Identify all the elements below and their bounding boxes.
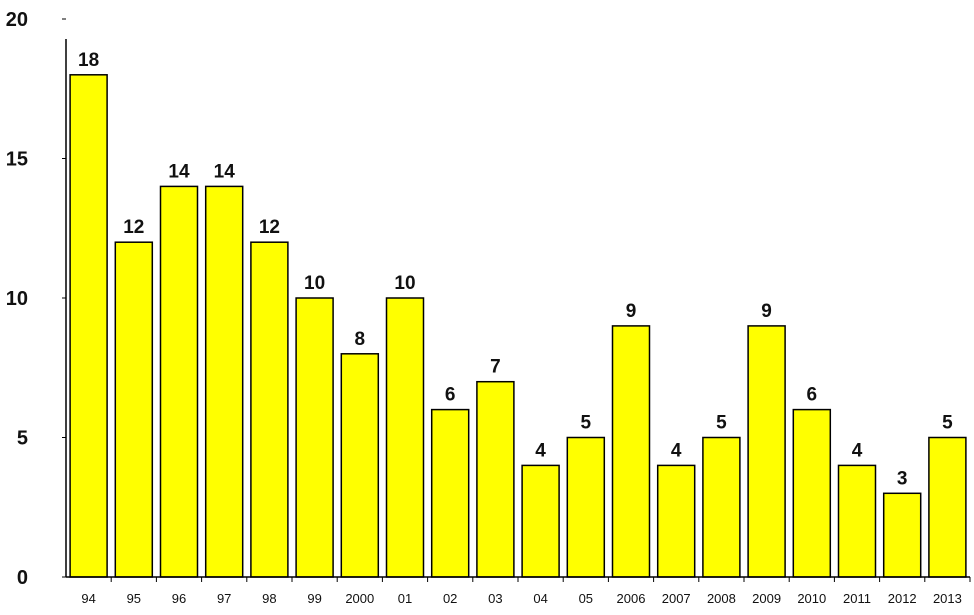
bar — [114, 241, 154, 578]
bar — [476, 380, 515, 578]
bar-value-label: 4 — [852, 440, 863, 461]
bar — [792, 408, 832, 578]
bar — [340, 353, 380, 578]
x-tick-label: 04 — [533, 591, 547, 606]
bar-value-label: 8 — [355, 329, 366, 350]
bar — [250, 241, 289, 578]
x-tick-label: 02 — [443, 591, 457, 606]
bar-value-label: 18 — [78, 50, 99, 71]
bar — [611, 325, 651, 578]
bar-value-label: 14 — [168, 161, 190, 182]
x-tick-label: 05 — [579, 591, 593, 606]
bar — [385, 297, 425, 578]
bar-value-label: 4 — [535, 440, 546, 461]
x-tick-label: 2008 — [707, 591, 736, 606]
x-tick-label: 99 — [307, 591, 321, 606]
y-tick-label: 15 — [6, 149, 28, 171]
x-tick-label: 98 — [262, 591, 276, 606]
x-tick-label: 2000 — [345, 591, 374, 606]
x-tick-label: 2010 — [797, 591, 826, 606]
bar-value-label: 4 — [671, 440, 682, 461]
bar-value-label: 12 — [259, 217, 280, 238]
bar — [702, 436, 741, 578]
bar — [566, 436, 606, 578]
y-tick-label: 10 — [6, 288, 28, 310]
bar — [159, 185, 199, 578]
bar-value-label: 5 — [581, 413, 592, 434]
bar-value-label: 9 — [626, 301, 637, 322]
bar-value-label: 5 — [716, 413, 727, 434]
bar-value-label: 6 — [445, 385, 456, 406]
bar — [69, 74, 108, 578]
bars-layer — [69, 74, 967, 578]
bar — [430, 408, 470, 578]
x-tick-label: 2012 — [888, 591, 917, 606]
y-tick-labels: 0 5 10 15 20 — [6, 9, 66, 589]
bar — [928, 436, 967, 578]
bar-value-label: 10 — [304, 273, 325, 294]
bar-value-label: 14 — [214, 161, 236, 182]
bar-value-label: 9 — [761, 301, 772, 322]
bar-value-label: 3 — [897, 468, 908, 489]
x-tick-label: 2011 — [843, 591, 871, 606]
x-tick-label: 95 — [127, 591, 141, 606]
bar — [882, 492, 922, 578]
bar — [837, 464, 877, 578]
data-labels-layer: 18 12 14 14 12 10 8 10 6 7 4 5 9 4 5 9 6 4 3 5 — [78, 50, 953, 489]
x-tick-label: 2006 — [617, 591, 646, 606]
x-tick-label: 2013 — [933, 591, 962, 606]
y-tick-label: 0 — [17, 567, 28, 589]
x-tick-label: 2007 — [662, 591, 691, 606]
bar-value-label: 10 — [394, 273, 415, 294]
axes-layer — [65, 39, 970, 578]
bar — [521, 464, 560, 578]
x-tick-labels: 94 95 96 97 98 99 2000 01 02 03 04 05 2006 2007 2008 20… — [81, 577, 971, 606]
bar — [656, 464, 696, 578]
bar-value-label: 12 — [123, 217, 144, 238]
bar — [295, 297, 334, 578]
y-tick-label: 20 — [6, 9, 28, 31]
x-tick-label: 2009 — [752, 591, 781, 606]
bar — [747, 325, 786, 578]
x-tick-label: 03 — [488, 591, 502, 606]
bar-value-label: 5 — [942, 413, 953, 434]
x-tick-label: 94 — [81, 591, 95, 606]
x-tick-label: 01 — [398, 591, 412, 606]
y-tick-label: 5 — [17, 428, 28, 450]
x-tick-label: 97 — [217, 591, 231, 606]
bar — [204, 185, 244, 578]
x-tick-label: 96 — [172, 591, 186, 606]
bar-value-label: 7 — [490, 357, 501, 378]
bar-value-label: 6 — [807, 385, 818, 406]
